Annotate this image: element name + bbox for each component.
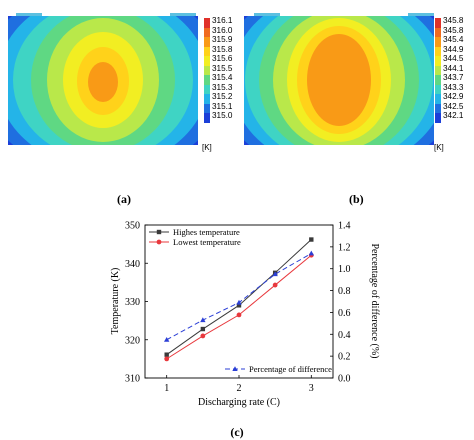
data-point <box>200 317 206 323</box>
colorbar-label: 344.1 <box>443 63 464 73</box>
colorbar-label: 315.2 <box>212 92 233 101</box>
colorbar-label: 315.5 <box>212 63 233 73</box>
colorbar-label: 316.0 <box>212 25 233 35</box>
colorbar-unit-b: [K] <box>434 143 444 152</box>
colorbar-label: 344.9 <box>443 44 464 54</box>
caption-b: (b) <box>349 192 364 206</box>
data-point <box>164 352 169 357</box>
data-point <box>200 333 206 339</box>
y2-tick-label: 0.2 <box>338 352 351 363</box>
data-point <box>309 237 314 242</box>
x-tick-label: 2 <box>237 383 242 394</box>
series-line-2 <box>166 252 312 341</box>
legend-marker <box>156 229 162 235</box>
data-point <box>236 299 242 305</box>
y2-tick-label: 1.0 <box>338 264 351 275</box>
data-point <box>163 336 170 342</box>
y-axis-left: 310 320 330 340 350 <box>125 221 148 385</box>
colorbar-label: 345.4 <box>443 35 464 44</box>
series-layer <box>163 237 315 362</box>
data-point <box>236 312 242 318</box>
colorbar-labels-a: 316.1 316.0 315.9 315.8 315.6 315.5 315.… <box>212 16 233 121</box>
y-tick-label: 330 <box>125 297 140 308</box>
data-point <box>236 303 242 308</box>
colorbar-label: 315.1 <box>212 101 233 111</box>
colorbar-label: 342.5 <box>443 101 464 111</box>
x-axis-label: Discharging rate (C) <box>198 397 280 408</box>
colorbar-label: 315.0 <box>212 111 233 120</box>
temperature-line-chart: 310 320 330 340 350 0.0 0.2 0.4 0.6 0.8 1.0 1.2 1.4… <box>110 221 380 440</box>
temperature-contour-a <box>8 16 198 145</box>
data-point <box>164 356 170 362</box>
y2-tick-label: 1.2 <box>338 242 351 253</box>
data-point <box>200 326 206 332</box>
colorbar-b <box>435 18 441 123</box>
x-tick-label: 1 <box>164 383 169 394</box>
y-axis-label-left: Temperature (K) <box>110 268 121 335</box>
y-tick-label: 310 <box>125 374 140 385</box>
colorbar-label: 345.8 <box>443 25 464 35</box>
y2-tick-label: 0.6 <box>338 308 351 319</box>
series-line-0 <box>166 239 312 356</box>
legend-label: Highes temperature <box>173 227 240 237</box>
data-point <box>272 271 278 277</box>
x-axis: 1 2 3 <box>164 375 314 394</box>
colorbar-label: 315.3 <box>212 82 233 92</box>
chart-caption: (c) <box>230 425 243 439</box>
colorbar-label: 343.3 <box>443 82 464 92</box>
legend-label: Percentage of difference <box>249 364 332 374</box>
colorbar-label: 315.6 <box>212 54 233 63</box>
temperature-contour-b <box>244 16 434 145</box>
y-tick-label: 350 <box>125 221 140 232</box>
y2-tick-label: 0.8 <box>338 286 351 297</box>
colorbar-label: 345.8 <box>443 16 464 25</box>
colorbar-a <box>204 18 210 123</box>
colorbar-label: 315.4 <box>212 73 233 82</box>
legend-label: Lowest temperature <box>173 237 241 247</box>
x-tick-label: 3 <box>309 383 314 394</box>
colorbar-label: 316.1 <box>212 16 233 25</box>
colorbar-label: 343.7 <box>443 73 464 82</box>
legend-bottom: Percentage of difference <box>225 364 332 374</box>
y-axis-label-right: Percentage of difference (%) <box>369 243 380 358</box>
colorbar-labels-b: 345.8 345.8 345.4 344.9 344.5 344.1 343.… <box>443 16 464 121</box>
y-axis-right: 0.0 0.2 0.4 0.6 0.8 1.0 1.2 1.4 <box>330 221 351 385</box>
colorbar-label: 315.8 <box>212 44 233 54</box>
data-point <box>272 282 278 288</box>
colorbar-label: 342.9 <box>443 92 464 101</box>
caption-a: (a) <box>117 192 131 206</box>
data-point <box>308 250 315 256</box>
legend-marker <box>232 366 238 371</box>
colorbar-label: 342.1 <box>443 111 464 120</box>
colorbar-unit-a: [K] <box>202 143 212 152</box>
y2-tick-label: 1.4 <box>338 221 351 232</box>
colorbar-label: 315.9 <box>212 35 233 44</box>
y2-tick-label: 0.0 <box>338 374 351 385</box>
y-tick-label: 320 <box>125 335 140 346</box>
y-tick-label: 340 <box>125 259 140 270</box>
colorbar-label: 344.5 <box>443 54 464 63</box>
y2-tick-label: 0.4 <box>338 330 351 341</box>
legend-marker <box>156 239 162 245</box>
